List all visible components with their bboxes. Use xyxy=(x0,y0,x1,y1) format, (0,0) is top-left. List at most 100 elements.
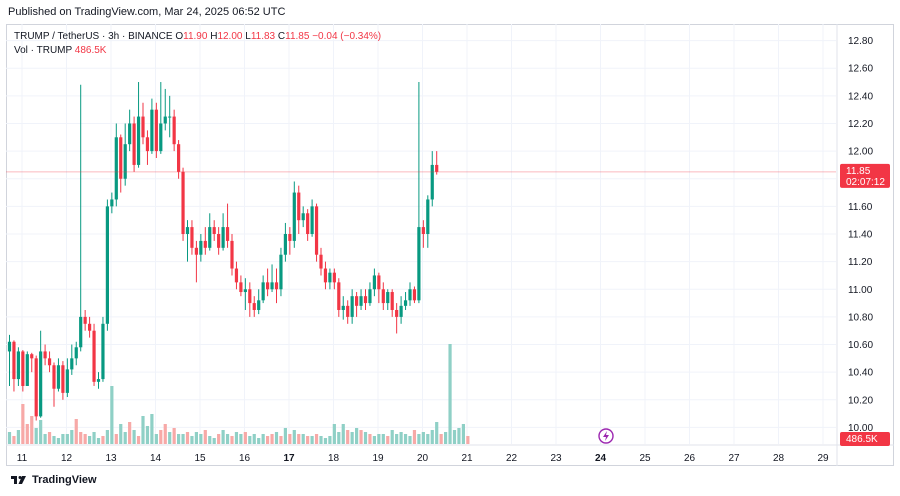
volume-bar xyxy=(172,428,176,444)
volume-bar xyxy=(110,386,114,444)
volume-bar xyxy=(96,438,101,444)
candle-body xyxy=(172,116,176,145)
candle-body xyxy=(337,282,341,310)
volume-bar xyxy=(390,430,394,444)
candle-body xyxy=(96,379,101,382)
legend-close-label: C xyxy=(277,31,286,42)
candle-body xyxy=(190,227,194,248)
volume-bar xyxy=(16,430,20,444)
candle-body xyxy=(83,316,87,324)
candle-body xyxy=(194,247,198,255)
candle-body xyxy=(212,227,216,234)
volume-bar xyxy=(243,432,247,444)
candle-body xyxy=(417,227,421,301)
x-tick-label: 22 xyxy=(506,453,518,464)
volume-bar xyxy=(270,434,274,444)
volume-bar xyxy=(7,432,12,444)
legend-low-value: 11.83 xyxy=(250,31,276,42)
y-tick-label: 10.60 xyxy=(848,340,873,351)
candle-body xyxy=(128,123,132,145)
candle-body xyxy=(421,227,425,234)
candle-body xyxy=(266,282,270,290)
candle-body xyxy=(123,144,127,179)
candle-body xyxy=(288,234,292,241)
x-tick-label: 20 xyxy=(417,453,429,464)
volume-bar xyxy=(306,436,310,444)
volume-bar xyxy=(314,434,319,444)
candle-body xyxy=(332,272,336,283)
candle-body xyxy=(136,116,141,165)
volume-bar xyxy=(252,434,256,444)
volume-bar xyxy=(461,424,465,444)
y-tick-label: 11.20 xyxy=(848,257,873,268)
candle-body xyxy=(297,192,301,221)
legend-symbol[interactable]: TRUMP / TetherUS · 3h · BINANCE xyxy=(14,31,173,42)
volume-bar xyxy=(234,432,239,444)
volume-bar xyxy=(332,424,336,444)
volume-bar xyxy=(208,436,212,444)
volume-bar xyxy=(363,432,368,444)
volume-bar xyxy=(119,424,123,444)
candle-body xyxy=(399,305,403,317)
x-tick-label: 25 xyxy=(639,453,651,464)
legend-open-label: O xyxy=(175,31,184,42)
candle-body xyxy=(403,300,408,306)
time-axis[interactable]: 11 12 13 14 15 16 17 18 19 20 21 22 23 24 25 26 27 28 29 xyxy=(17,453,829,464)
candle-body xyxy=(426,199,430,234)
candle-body xyxy=(92,330,96,382)
candle-body xyxy=(390,292,394,310)
volume-bar xyxy=(79,432,83,444)
volume-bar xyxy=(225,434,230,444)
candle-body xyxy=(101,323,105,380)
candle-body xyxy=(34,358,38,417)
candle-body xyxy=(430,164,434,200)
candle-body xyxy=(355,296,359,306)
price-chart[interactable]: 10.00 10.20 10.40 10.60 10.80 11.00 11.20 11.40… xyxy=(6,24,894,466)
volume-bar xyxy=(190,436,194,444)
candle-body xyxy=(56,365,61,389)
candle-body xyxy=(408,289,412,301)
volume-bar xyxy=(163,424,167,444)
candle-body xyxy=(239,282,243,293)
candle-body xyxy=(47,358,52,366)
x-tick-label: 13 xyxy=(105,453,117,464)
candle-body xyxy=(65,369,69,393)
volume-bar xyxy=(426,434,430,444)
y-tick-label: 10.80 xyxy=(848,312,873,323)
volume-bar xyxy=(359,430,363,444)
candle-body xyxy=(301,213,305,221)
candle-body xyxy=(185,227,190,234)
volume-bar xyxy=(39,420,43,444)
candle-body xyxy=(132,123,136,165)
candle-body xyxy=(230,240,234,269)
candle-body xyxy=(181,171,185,234)
volume-bar xyxy=(444,432,448,444)
volume-bar xyxy=(181,434,185,444)
volume-bar xyxy=(403,434,408,444)
price-badge-value: 11.85 xyxy=(846,166,871,177)
candle-body xyxy=(283,234,287,255)
price-axis[interactable]: 10.00 10.20 10.40 10.60 10.80 11.00 11.20 11.40… xyxy=(848,36,873,434)
volume-bar xyxy=(377,434,381,444)
volume-bar xyxy=(185,432,190,444)
candle-body xyxy=(412,289,417,301)
volume-bar xyxy=(74,419,78,444)
candle-body xyxy=(350,296,354,317)
y-tick-label: 11.40 xyxy=(848,230,873,241)
candle-body xyxy=(7,341,12,352)
price-badge xyxy=(840,163,890,188)
candle-body xyxy=(377,275,381,290)
candle-body xyxy=(25,354,29,386)
volume-bar xyxy=(372,436,376,444)
legend-volume-label[interactable]: Vol · TRUMP xyxy=(14,45,72,56)
legend-high-value: 12.00 xyxy=(217,31,243,42)
volume-bar xyxy=(421,432,425,444)
candle-body xyxy=(199,240,203,255)
candle-body xyxy=(52,365,56,389)
candle-body xyxy=(203,240,207,248)
candle-body xyxy=(145,137,150,152)
volume-bar xyxy=(310,436,314,444)
volume-bars xyxy=(7,344,470,444)
volume-bar xyxy=(399,432,403,444)
